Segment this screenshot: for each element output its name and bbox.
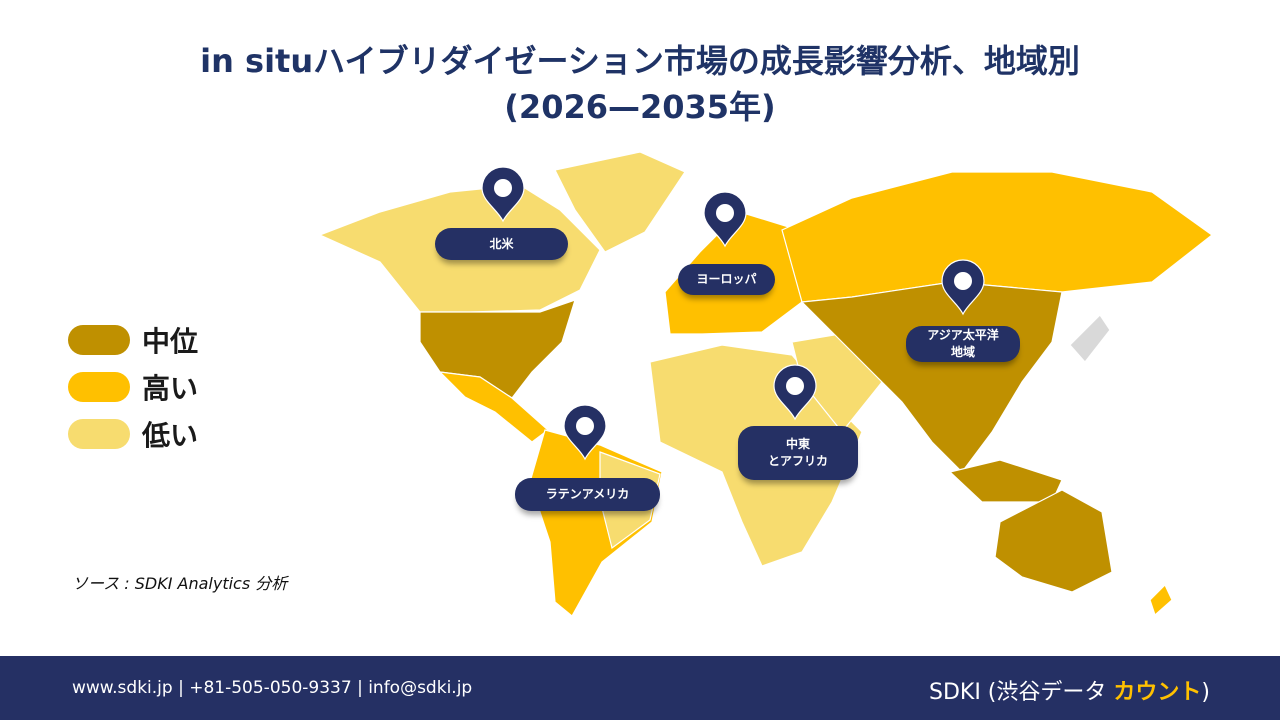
footer: www.sdki.jp | +81-505-050-9337 | info@sd… [0, 656, 1280, 720]
title: in situハイブリダイゼーション市場の成長影響分析、地域別 (2026—20… [0, 38, 1280, 130]
pins [481, 166, 985, 461]
pin-dot [716, 204, 734, 222]
usa [419, 299, 576, 399]
australia [994, 489, 1113, 593]
brand-text: SDKI (渋谷データ [928, 680, 1107, 705]
legend-item: 中位 [68, 320, 198, 360]
legend-item: 低い [68, 414, 198, 454]
legend-label: 低い [142, 419, 199, 452]
pin-dot [954, 272, 972, 290]
central-america [438, 371, 549, 443]
legend-swatch [68, 419, 130, 449]
brand-accent: カウント [1113, 680, 1202, 705]
legend-swatch [68, 325, 130, 355]
legend-item: 高い [68, 367, 198, 407]
region-label-line: 北米 [489, 236, 514, 251]
greenland [554, 151, 686, 253]
contact: www.sdki.jp | +81-505-050-9337 | info@sd… [72, 678, 473, 698]
legend-swatch [68, 372, 130, 402]
region-label-line: ラテンアメリカ [545, 487, 630, 501]
japan [1069, 314, 1111, 363]
title-line: in situハイブリダイゼーション市場の成長影響分析、地域別 [200, 42, 1080, 80]
pin-dot [786, 377, 804, 395]
region-label-line: 地域 [950, 345, 975, 359]
region-label: 北米 [435, 228, 568, 260]
pin-dot [576, 417, 594, 435]
region-label-line: ヨーロッパ [696, 272, 757, 286]
legend-label: 中位 [142, 325, 199, 358]
region-label: ラテンアメリカ [515, 478, 660, 511]
russia [781, 171, 1214, 303]
legend-label: 高い [142, 372, 199, 405]
title-line: (2026—2035年) [504, 88, 776, 126]
region-label-line: とアフリカ [767, 454, 828, 468]
new-zealand [1149, 583, 1173, 617]
region-label-line: 中東 [785, 437, 810, 451]
southeast-asia [948, 459, 1063, 503]
region-label: ヨーロッパ [678, 264, 775, 295]
pin-dot [494, 179, 512, 197]
source: ソース : SDKI Analytics 分析 [72, 574, 288, 593]
brand: SDKI (渋谷データ カウント) [929, 674, 1210, 706]
region-label: アジア太平洋 地域 [906, 326, 1020, 362]
brand-end: ) [1201, 680, 1210, 705]
region-label-line: アジア太平洋 [927, 328, 999, 342]
region-label: 中東 とアフリカ [738, 426, 858, 480]
